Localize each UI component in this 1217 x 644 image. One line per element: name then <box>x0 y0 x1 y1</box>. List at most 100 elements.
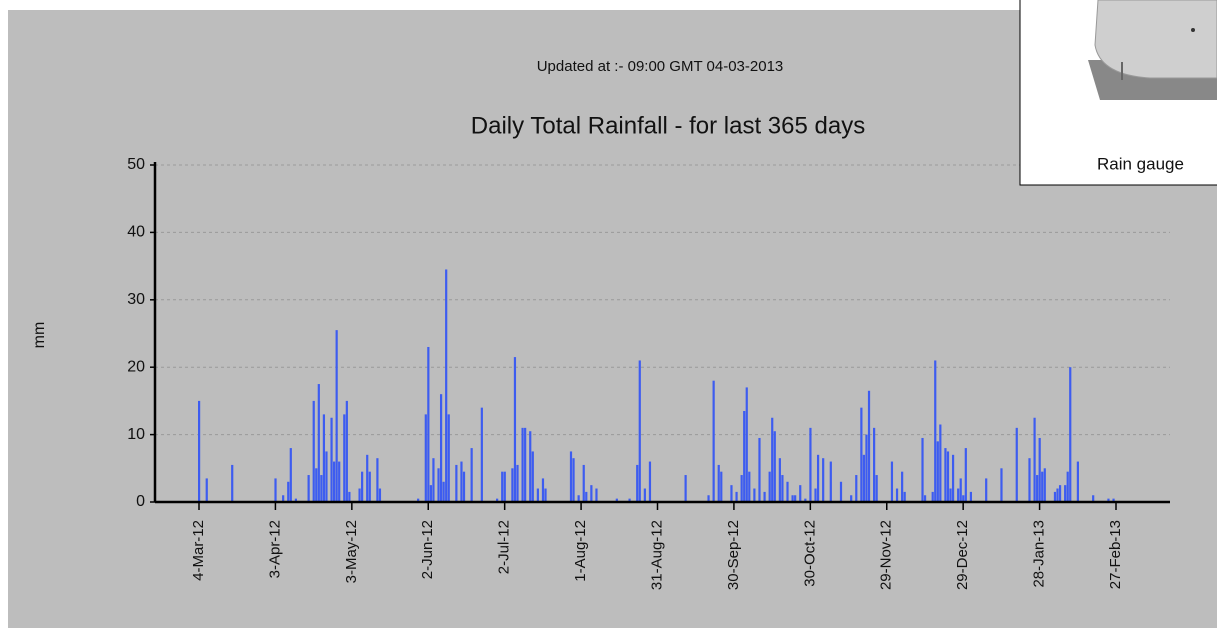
inset: Rain gauge <box>1020 0 1217 185</box>
bar <box>1054 492 1056 502</box>
bar <box>753 489 755 502</box>
bar <box>231 465 233 502</box>
bar <box>771 418 773 502</box>
bar <box>934 360 936 502</box>
bar <box>1041 472 1043 502</box>
gauge-body <box>1095 0 1217 78</box>
bar <box>932 492 934 502</box>
bar <box>720 472 722 502</box>
y-axis-label: mm <box>31 322 48 349</box>
x-tick-label: 28-Jan-13 <box>1031 520 1048 588</box>
bar <box>570 451 572 502</box>
bar <box>730 485 732 502</box>
bar <box>746 387 748 502</box>
bar <box>957 489 959 502</box>
bar <box>333 462 335 502</box>
bar <box>537 489 539 502</box>
x-tick-label: 1-Aug-12 <box>572 520 589 582</box>
bar <box>501 472 503 502</box>
gauge-dot <box>1191 28 1195 32</box>
bar <box>521 428 523 502</box>
bar <box>338 462 340 502</box>
bar <box>572 458 574 502</box>
bar <box>455 465 457 502</box>
bar <box>529 431 531 502</box>
bar <box>840 482 842 502</box>
bar <box>830 462 832 502</box>
bar <box>1064 485 1066 502</box>
bar <box>336 330 338 502</box>
bar <box>649 462 651 502</box>
bar <box>1039 438 1041 502</box>
bar <box>343 414 345 502</box>
bar <box>379 489 381 502</box>
bar <box>718 465 720 502</box>
bar <box>504 472 506 502</box>
bar <box>544 489 546 502</box>
bar <box>937 441 939 502</box>
bar <box>346 401 348 502</box>
bar <box>1069 367 1071 502</box>
bar <box>949 489 951 502</box>
page: Updated at :- 09:00 GMT 04-03-2013 Daily… <box>0 0 1217 644</box>
bar <box>985 478 987 502</box>
x-tick-label: 2-Jun-12 <box>419 520 436 579</box>
bar <box>860 408 862 502</box>
x-tick-label: 29-Dec-12 <box>954 520 971 590</box>
bar <box>1059 485 1061 502</box>
bar <box>448 414 450 502</box>
x-tick-label: 3-Apr-12 <box>266 520 283 578</box>
y-tick-label: 20 <box>127 358 145 375</box>
y-tick-label: 40 <box>127 224 145 241</box>
bar <box>868 391 870 502</box>
bar <box>430 485 432 502</box>
bar <box>514 357 516 502</box>
bar <box>366 455 368 502</box>
bar <box>774 431 776 502</box>
bar <box>758 438 760 502</box>
bar <box>947 451 949 502</box>
bar <box>308 475 310 502</box>
bar <box>369 472 371 502</box>
bar <box>440 394 442 502</box>
bar <box>713 381 715 502</box>
bar <box>325 451 327 502</box>
bar <box>636 465 638 502</box>
bar <box>1033 418 1035 502</box>
bar <box>313 401 315 502</box>
bar <box>432 458 434 502</box>
x-tick-label: 30-Sep-12 <box>725 520 742 590</box>
bar <box>814 489 816 502</box>
bar <box>1056 489 1058 502</box>
bar <box>763 492 765 502</box>
bar <box>460 462 462 502</box>
bar <box>1028 458 1030 502</box>
bar <box>1077 462 1079 502</box>
x-tick-label: 3-May-12 <box>343 520 360 583</box>
bar <box>685 475 687 502</box>
bar <box>287 482 289 502</box>
x-tick-label: 31-Aug-12 <box>648 520 665 590</box>
bar <box>960 478 962 502</box>
bar <box>939 424 941 502</box>
bar <box>644 489 646 502</box>
x-tick-label: 27-Feb-13 <box>1107 520 1124 589</box>
bar <box>198 401 200 502</box>
bar <box>590 485 592 502</box>
bar <box>348 492 350 502</box>
bar <box>891 462 893 502</box>
bar <box>817 455 819 502</box>
bar <box>639 360 641 502</box>
bar <box>863 455 865 502</box>
bar <box>320 475 322 502</box>
bar <box>376 458 378 502</box>
bar <box>318 384 320 502</box>
bar <box>481 408 483 502</box>
y-tick-label: 50 <box>127 156 145 173</box>
bar <box>1036 475 1038 502</box>
bar <box>809 428 811 502</box>
bar <box>511 468 513 502</box>
y-tick-label: 0 <box>136 493 145 510</box>
bar <box>896 489 898 502</box>
bar <box>315 468 317 502</box>
